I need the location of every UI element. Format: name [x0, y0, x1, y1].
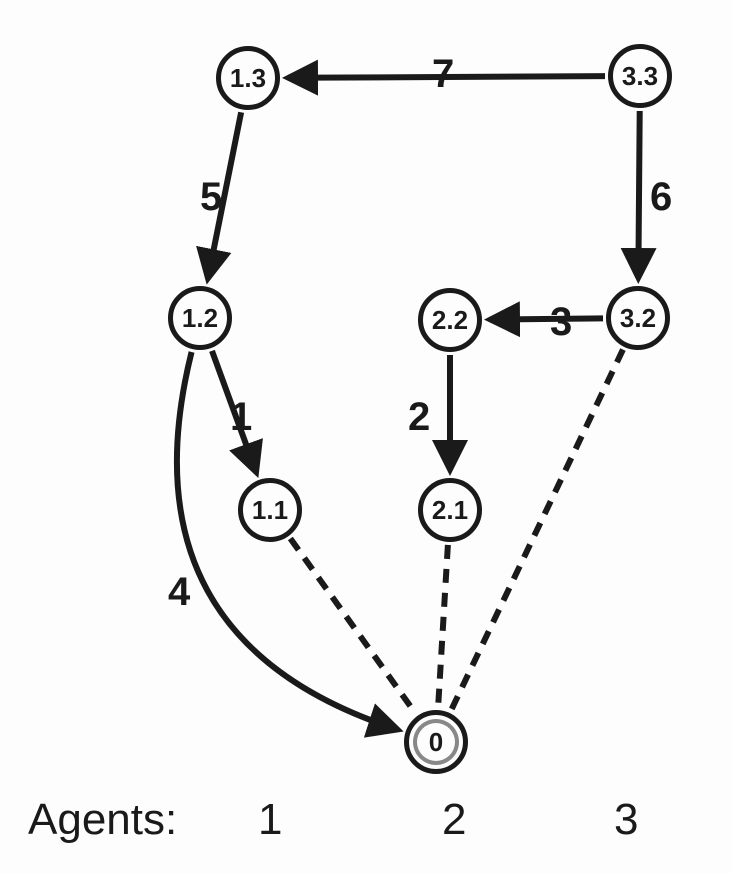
node-label: 2.2: [432, 305, 468, 336]
node-n32: 3.2: [606, 286, 670, 350]
node-n33: 3.3: [608, 44, 672, 108]
edge-n21-n0: [438, 545, 448, 707]
node-label: 0: [429, 727, 443, 758]
node-n21: 2.1: [418, 478, 482, 542]
node-label: 1.3: [230, 63, 266, 94]
edge-label-2: 2: [408, 395, 430, 440]
node-label: 1.1: [252, 495, 288, 526]
node-label: 3.2: [620, 303, 656, 334]
agent-number-3: 3: [614, 795, 638, 845]
agent-number-2: 2: [442, 795, 466, 845]
edge-n11-n0: [290, 538, 415, 713]
edge-n32-n0: [451, 350, 623, 711]
edge-label-1: 1: [230, 395, 252, 440]
agents-label: Agents:: [28, 795, 177, 845]
node-label: 2.1: [432, 495, 468, 526]
edge-label-3: 3: [550, 300, 572, 345]
node-label: 3.3: [622, 61, 658, 92]
diagram-container: 1.3 3.3 1.2 2.2 3.2 1.1 2.1 0 7 5 6 3 1 2 4 Agents: 1 2 3: [0, 0, 732, 873]
edge-n33-n32: [638, 111, 639, 278]
node-n11: 1.1: [238, 478, 302, 542]
edge-label-4: 4: [168, 570, 190, 615]
node-n22: 2.2: [418, 288, 482, 352]
node-label: 1.2: [182, 303, 218, 334]
edge-n32-n22: [490, 318, 603, 319]
edge-label-6: 6: [650, 175, 672, 220]
edge-label-5: 5: [200, 175, 222, 220]
node-n13: 1.3: [216, 46, 280, 110]
agent-number-1: 1: [258, 795, 282, 845]
edges-layer: [0, 0, 732, 873]
node-n0: 0: [404, 710, 468, 774]
edge-n12-n0: [177, 352, 398, 730]
node-n12: 1.2: [168, 286, 232, 350]
edge-label-7: 7: [432, 52, 454, 97]
